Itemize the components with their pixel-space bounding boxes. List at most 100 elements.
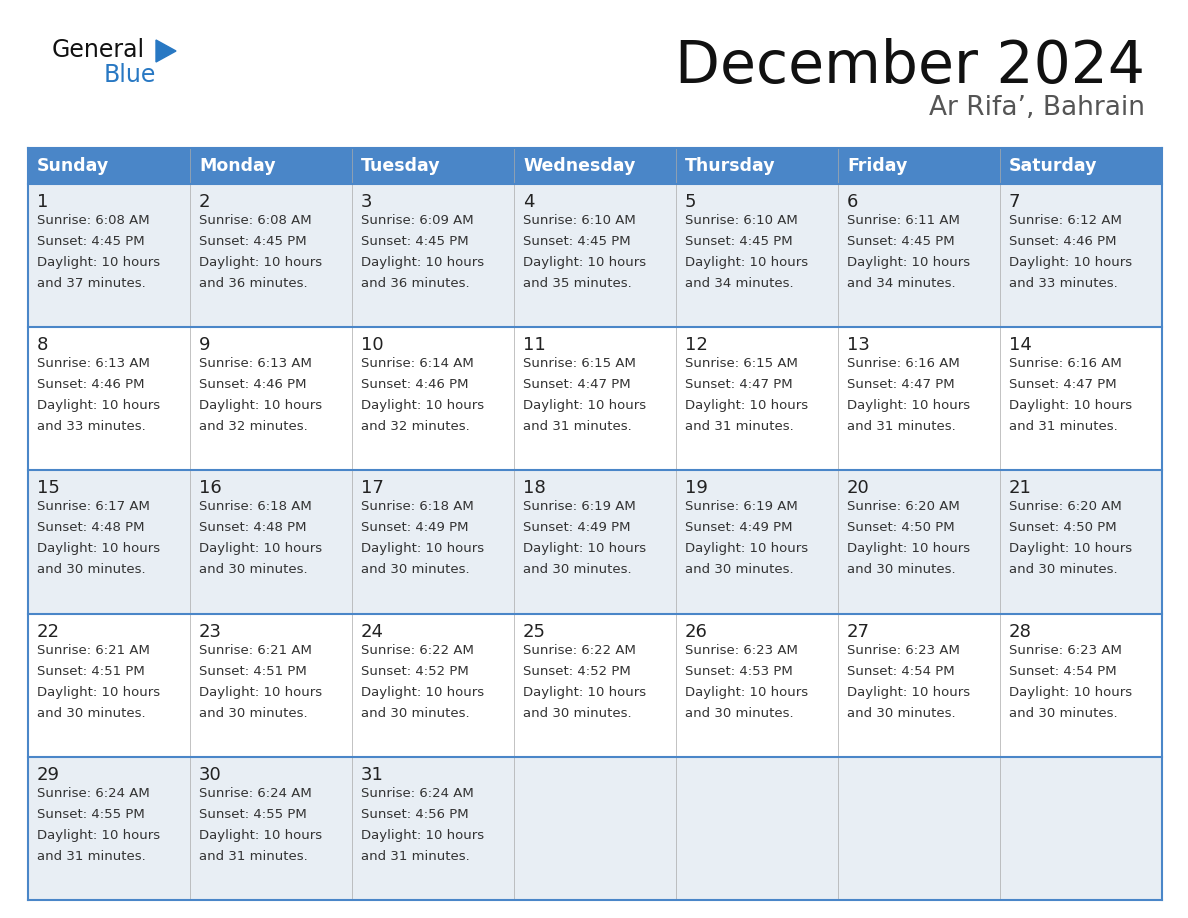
Text: and 34 minutes.: and 34 minutes.: [685, 277, 794, 290]
Bar: [29, 148, 1162, 184]
Text: Sunrise: 6:24 AM: Sunrise: 6:24 AM: [361, 787, 474, 800]
Text: Sunset: 4:45 PM: Sunset: 4:45 PM: [847, 235, 955, 248]
Text: 12: 12: [685, 336, 708, 354]
Text: 27: 27: [847, 622, 870, 641]
Text: Sunset: 4:47 PM: Sunset: 4:47 PM: [523, 378, 631, 391]
Text: Daylight: 10 hours: Daylight: 10 hours: [685, 686, 808, 699]
Text: 15: 15: [37, 479, 59, 498]
Text: and 30 minutes.: and 30 minutes.: [1009, 564, 1118, 577]
Text: and 31 minutes.: and 31 minutes.: [847, 420, 956, 433]
Text: Sunrise: 6:10 AM: Sunrise: 6:10 AM: [523, 214, 636, 227]
Text: Sunrise: 6:10 AM: Sunrise: 6:10 AM: [685, 214, 798, 227]
Text: and 33 minutes.: and 33 minutes.: [37, 420, 146, 433]
Text: 2: 2: [200, 193, 210, 211]
Text: Sunday: Sunday: [37, 157, 109, 175]
Text: Sunrise: 6:08 AM: Sunrise: 6:08 AM: [37, 214, 150, 227]
Text: Sunset: 4:56 PM: Sunset: 4:56 PM: [361, 808, 468, 821]
Text: Sunrise: 6:14 AM: Sunrise: 6:14 AM: [361, 357, 474, 370]
Text: Sunset: 4:53 PM: Sunset: 4:53 PM: [685, 665, 792, 677]
Text: Sunrise: 6:19 AM: Sunrise: 6:19 AM: [523, 500, 636, 513]
Text: Daylight: 10 hours: Daylight: 10 hours: [1009, 399, 1132, 412]
Text: and 30 minutes.: and 30 minutes.: [361, 707, 469, 720]
Text: and 30 minutes.: and 30 minutes.: [523, 707, 632, 720]
Text: Daylight: 10 hours: Daylight: 10 hours: [685, 256, 808, 269]
Text: Sunrise: 6:17 AM: Sunrise: 6:17 AM: [37, 500, 150, 513]
Text: and 32 minutes.: and 32 minutes.: [361, 420, 469, 433]
Text: Sunrise: 6:23 AM: Sunrise: 6:23 AM: [1009, 644, 1121, 656]
Text: 17: 17: [361, 479, 384, 498]
Bar: [29, 470, 1162, 613]
Text: Sunset: 4:45 PM: Sunset: 4:45 PM: [200, 235, 307, 248]
Text: Daylight: 10 hours: Daylight: 10 hours: [200, 543, 322, 555]
Text: Daylight: 10 hours: Daylight: 10 hours: [685, 543, 808, 555]
Text: Sunrise: 6:20 AM: Sunrise: 6:20 AM: [847, 500, 960, 513]
Text: Sunrise: 6:18 AM: Sunrise: 6:18 AM: [200, 500, 311, 513]
Text: Sunrise: 6:23 AM: Sunrise: 6:23 AM: [685, 644, 798, 656]
Text: Daylight: 10 hours: Daylight: 10 hours: [200, 399, 322, 412]
Text: Sunset: 4:45 PM: Sunset: 4:45 PM: [685, 235, 792, 248]
Text: and 30 minutes.: and 30 minutes.: [200, 564, 308, 577]
Text: Daylight: 10 hours: Daylight: 10 hours: [847, 686, 971, 699]
Text: Daylight: 10 hours: Daylight: 10 hours: [685, 399, 808, 412]
Text: Sunrise: 6:11 AM: Sunrise: 6:11 AM: [847, 214, 960, 227]
Text: and 30 minutes.: and 30 minutes.: [847, 707, 955, 720]
Text: and 30 minutes.: and 30 minutes.: [1009, 707, 1118, 720]
Text: Tuesday: Tuesday: [361, 157, 441, 175]
Text: Sunset: 4:46 PM: Sunset: 4:46 PM: [200, 378, 307, 391]
Text: and 36 minutes.: and 36 minutes.: [361, 277, 469, 290]
Text: Friday: Friday: [847, 157, 908, 175]
Text: Daylight: 10 hours: Daylight: 10 hours: [1009, 543, 1132, 555]
Text: 22: 22: [37, 622, 61, 641]
Text: 18: 18: [523, 479, 545, 498]
Text: Sunset: 4:46 PM: Sunset: 4:46 PM: [361, 378, 468, 391]
Bar: [29, 756, 1162, 900]
Text: 13: 13: [847, 336, 870, 354]
Text: and 32 minutes.: and 32 minutes.: [200, 420, 308, 433]
Text: Daylight: 10 hours: Daylight: 10 hours: [37, 543, 160, 555]
Text: Sunset: 4:45 PM: Sunset: 4:45 PM: [361, 235, 468, 248]
Text: Sunrise: 6:08 AM: Sunrise: 6:08 AM: [200, 214, 311, 227]
Text: Sunset: 4:55 PM: Sunset: 4:55 PM: [37, 808, 145, 821]
Text: Sunrise: 6:22 AM: Sunrise: 6:22 AM: [523, 644, 636, 656]
Text: and 30 minutes.: and 30 minutes.: [847, 564, 955, 577]
Bar: [29, 184, 1162, 327]
Text: Thursday: Thursday: [685, 157, 776, 175]
Text: Sunset: 4:55 PM: Sunset: 4:55 PM: [200, 808, 307, 821]
Text: and 35 minutes.: and 35 minutes.: [523, 277, 632, 290]
Text: Sunset: 4:48 PM: Sunset: 4:48 PM: [200, 521, 307, 534]
Text: Daylight: 10 hours: Daylight: 10 hours: [1009, 686, 1132, 699]
Text: Monday: Monday: [200, 157, 276, 175]
Text: Sunset: 4:46 PM: Sunset: 4:46 PM: [37, 378, 145, 391]
Text: Daylight: 10 hours: Daylight: 10 hours: [200, 686, 322, 699]
Text: Sunrise: 6:24 AM: Sunrise: 6:24 AM: [200, 787, 311, 800]
Text: Sunset: 4:49 PM: Sunset: 4:49 PM: [361, 521, 468, 534]
Text: Sunset: 4:49 PM: Sunset: 4:49 PM: [685, 521, 792, 534]
Text: and 31 minutes.: and 31 minutes.: [685, 420, 794, 433]
Text: Daylight: 10 hours: Daylight: 10 hours: [523, 399, 646, 412]
Text: 4: 4: [523, 193, 535, 211]
Text: and 30 minutes.: and 30 minutes.: [685, 707, 794, 720]
Text: Daylight: 10 hours: Daylight: 10 hours: [523, 543, 646, 555]
Text: 24: 24: [361, 622, 384, 641]
Text: and 31 minutes.: and 31 minutes.: [361, 850, 469, 863]
Text: 1: 1: [37, 193, 49, 211]
Bar: [29, 327, 1162, 470]
Text: 9: 9: [200, 336, 210, 354]
Text: December 2024: December 2024: [675, 38, 1145, 95]
Text: and 30 minutes.: and 30 minutes.: [685, 564, 794, 577]
Text: Sunrise: 6:21 AM: Sunrise: 6:21 AM: [200, 644, 312, 656]
Text: 28: 28: [1009, 622, 1032, 641]
Text: Wednesday: Wednesday: [523, 157, 636, 175]
Text: and 31 minutes.: and 31 minutes.: [1009, 420, 1118, 433]
Text: Sunrise: 6:13 AM: Sunrise: 6:13 AM: [37, 357, 150, 370]
Text: and 31 minutes.: and 31 minutes.: [523, 420, 632, 433]
Text: Sunrise: 6:22 AM: Sunrise: 6:22 AM: [361, 644, 474, 656]
Text: Daylight: 10 hours: Daylight: 10 hours: [847, 543, 971, 555]
Text: Ar Rifa’, Bahrain: Ar Rifa’, Bahrain: [929, 95, 1145, 121]
Text: Daylight: 10 hours: Daylight: 10 hours: [37, 686, 160, 699]
Text: Sunrise: 6:09 AM: Sunrise: 6:09 AM: [361, 214, 474, 227]
Text: 19: 19: [685, 479, 708, 498]
Text: 7: 7: [1009, 193, 1020, 211]
Text: Sunrise: 6:18 AM: Sunrise: 6:18 AM: [361, 500, 474, 513]
Text: Sunrise: 6:13 AM: Sunrise: 6:13 AM: [200, 357, 312, 370]
